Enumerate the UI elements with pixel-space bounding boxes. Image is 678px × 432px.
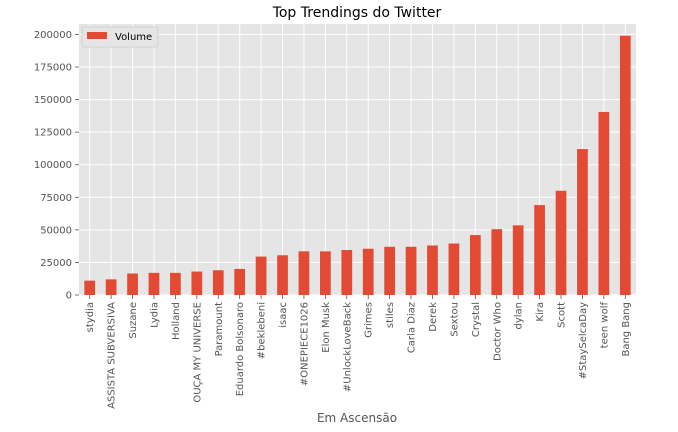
- bar: [170, 272, 181, 295]
- x-tick-label: Suzane: [128, 302, 139, 339]
- bar: [298, 251, 310, 295]
- bar: [277, 255, 288, 295]
- bar: [555, 190, 567, 295]
- bar: [405, 246, 417, 295]
- y-tick-label: 150000: [34, 95, 72, 106]
- x-tick-label: #UnlockLoveBack: [342, 302, 353, 392]
- bar: [512, 225, 524, 295]
- y-tick-label: 100000: [34, 160, 72, 171]
- bar: [427, 245, 438, 295]
- bar: [577, 149, 588, 295]
- x-tick-label: #beklebeni: [257, 302, 268, 359]
- bar: [362, 248, 374, 295]
- bar: [255, 256, 267, 295]
- x-tick-label: stydia: [85, 302, 96, 332]
- x-tick-label: Kira: [535, 302, 546, 322]
- bar: [448, 243, 460, 295]
- bar: [534, 205, 545, 295]
- x-tick-label: #ONEPIECE1026: [299, 302, 310, 386]
- bar: [127, 273, 138, 295]
- x-tick-label: stiles: [385, 302, 396, 328]
- bar: [84, 280, 96, 295]
- x-tick-label: Scott: [557, 302, 568, 328]
- bar: [341, 250, 353, 295]
- x-tick-label: Sextou: [449, 302, 460, 337]
- chart-title: Top Trendings do Twitter: [272, 5, 442, 21]
- bar: [598, 111, 610, 296]
- x-tick-label: isaac: [278, 302, 289, 328]
- x-tick-label: Carla Diaz: [407, 302, 418, 353]
- y-tick-label: 200000: [34, 30, 72, 41]
- x-tick-label: Holland: [171, 302, 182, 340]
- y-tick-label: 50000: [40, 225, 72, 236]
- x-tick-label: Crystal: [471, 302, 482, 337]
- plot-area: [79, 24, 636, 295]
- bar: [491, 229, 503, 295]
- y-axis-ticks: 0 25000 50000 75000 100000 125000 150000 175000…: [34, 30, 79, 302]
- bar: [212, 270, 224, 295]
- x-tick-label: Elon Musk: [321, 302, 332, 353]
- x-axis-title: Em Ascensão: [317, 411, 397, 425]
- bar: [320, 251, 331, 295]
- x-tick-label: #StaySelcaDay: [578, 302, 589, 379]
- legend: Volume: [81, 26, 159, 48]
- x-tick-label: Eduardo Bolsonaro: [235, 302, 246, 396]
- x-tick-label: ASSISTA SUBVERSIVA: [107, 302, 118, 409]
- y-tick-label: 125000: [34, 128, 72, 139]
- bar: [191, 271, 203, 295]
- y-tick-label: 0: [66, 291, 72, 302]
- bar: [148, 272, 160, 295]
- bar: [234, 268, 246, 295]
- x-tick-label: Bang Bang: [621, 302, 632, 357]
- x-axis-ticks: stydia ASSISTA SUBVERSIVA Suzane Lydia Holla…: [85, 295, 632, 409]
- legend-label: Volume: [115, 32, 152, 43]
- x-tick-label: OUÇA MY UNIVERSE: [192, 302, 203, 403]
- legend-swatch: [87, 32, 107, 39]
- x-tick-label: Derek: [428, 302, 439, 332]
- bar: [469, 235, 481, 295]
- x-tick-label: Paramount: [214, 302, 225, 356]
- x-tick-label: Grimes: [364, 302, 375, 338]
- bar: [105, 279, 117, 295]
- y-tick-label: 75000: [40, 193, 72, 204]
- y-tick-label: 25000: [40, 258, 72, 269]
- x-tick-label: teen wolf: [599, 302, 610, 349]
- x-tick-label: Lydia: [149, 302, 160, 328]
- x-tick-label: Doctor Who: [492, 302, 503, 361]
- y-tick-label: 175000: [34, 62, 72, 73]
- x-tick-label: dylan: [514, 302, 525, 330]
- bar: [619, 35, 631, 296]
- bars: [84, 35, 631, 296]
- bar: [384, 246, 395, 295]
